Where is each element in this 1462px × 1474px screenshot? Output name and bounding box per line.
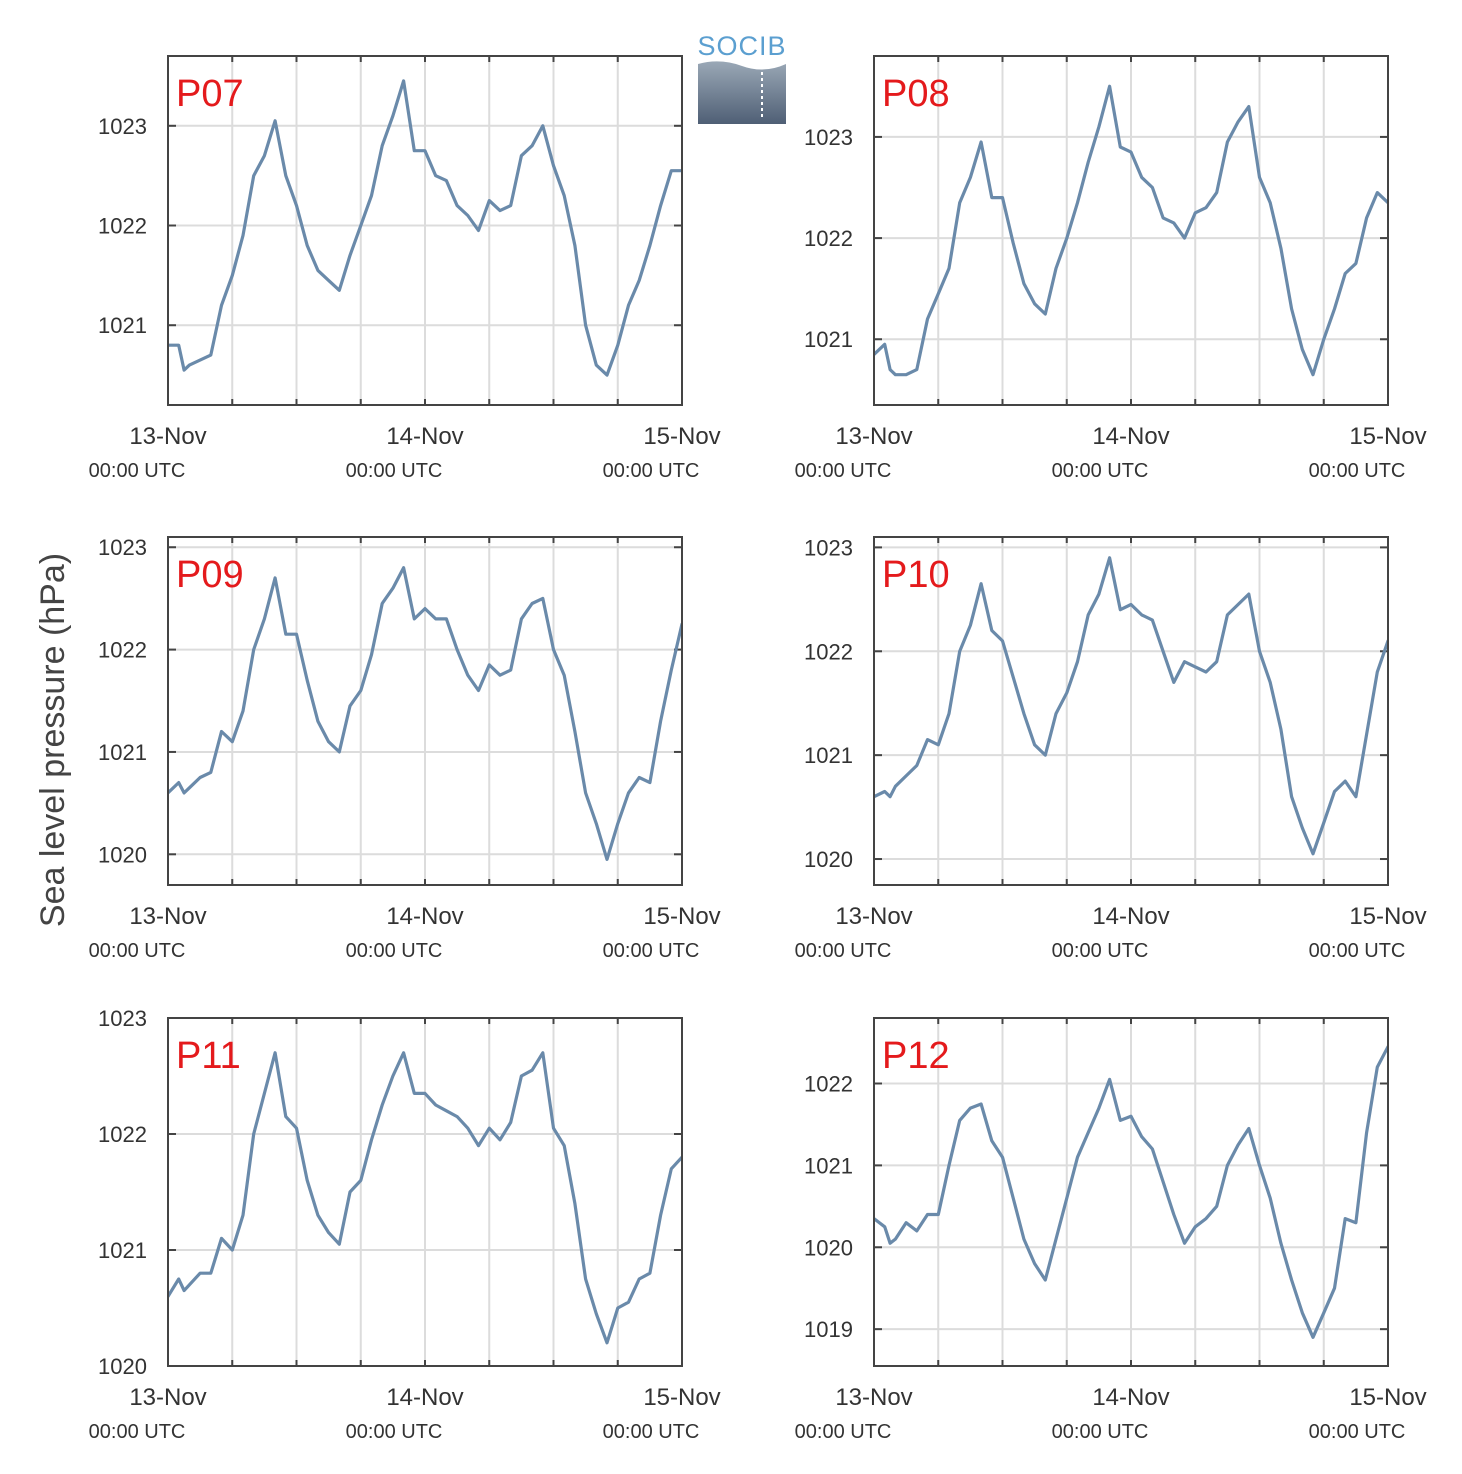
series-line-p09: [168, 566, 682, 862]
y-tick-label: 1020: [98, 1354, 147, 1379]
panel-grid: 1021 1022 1023 P07 13-Nov 00:00 UTC 14-Nov 00:0…: [89, 55, 1427, 1443]
x-tick-label-time: 00:00 UTC: [603, 460, 700, 482]
y-tick-label: 1023: [804, 535, 853, 560]
plot-frame: [873, 1017, 1389, 1367]
station-label: P07: [176, 73, 244, 115]
y-tick-label: 1020: [98, 842, 147, 867]
plot-frame: [873, 55, 1389, 406]
x-tick-label-time: 00:00 UTC: [89, 460, 186, 482]
series-line-p11: [168, 1051, 682, 1345]
x-tick-label-date: 15-Nov: [643, 423, 720, 450]
series-line-p07: [168, 79, 682, 377]
x-tick-label-date: 14-Nov: [386, 1384, 463, 1411]
y-tick-label: 1021: [98, 1238, 147, 1263]
station-label: P09: [176, 554, 244, 596]
x-tick-label-time: 00:00 UTC: [1052, 460, 1149, 482]
station-label: P08: [882, 73, 950, 115]
x-tick-label-date: 13-Nov: [835, 1384, 912, 1411]
plot-frame: [167, 1017, 683, 1367]
x-tick-label-time: 00:00 UTC: [1309, 1421, 1406, 1443]
logo-text: SOCIB: [697, 31, 786, 61]
y-tick-label: 1019: [804, 1317, 853, 1342]
y-tick-label: 1021: [804, 327, 853, 352]
x-tick-label-time: 00:00 UTC: [1309, 940, 1406, 962]
y-tick-label: 1022: [98, 638, 147, 663]
x-tick-label-date: 15-Nov: [643, 903, 720, 930]
y-tick-label: 1022: [804, 1072, 853, 1097]
x-tick-label-date: 13-Nov: [835, 423, 912, 450]
station-label: P12: [882, 1035, 950, 1077]
x-tick-label-date: 14-Nov: [1092, 903, 1169, 930]
x-tick-label-time: 00:00 UTC: [346, 940, 443, 962]
y-tick-label: 1023: [98, 114, 147, 139]
plot-frame: [167, 536, 683, 886]
panel-p11: 1020 1021 1022 1023 P11 13-Nov 00:00 UTC 14-Nov…: [89, 1006, 721, 1443]
station-label: P11: [176, 1035, 241, 1077]
panel-p08: 1021 1022 1023 P08 13-Nov 00:00 UTC 14-Nov 00:0…: [795, 55, 1427, 482]
x-tick-label-date: 15-Nov: [1349, 1384, 1426, 1411]
x-tick-label-time: 00:00 UTC: [603, 1421, 700, 1443]
panel-p12: 1019 1020 1021 1022 P12 13-Nov 00:00 UTC 14-Nov…: [795, 1017, 1427, 1443]
y-tick-label: 1020: [804, 847, 853, 872]
panel-p09: 1020 1021 1022 1023 P09 13-Nov 00:00 UTC 14-Nov…: [89, 535, 721, 962]
x-tick-label-date: 14-Nov: [386, 903, 463, 930]
x-tick-label-date: 15-Nov: [643, 1384, 720, 1411]
x-tick-label-time: 00:00 UTC: [89, 940, 186, 962]
station-label: P10: [882, 554, 950, 596]
x-tick-label-date: 13-Nov: [129, 1384, 206, 1411]
x-tick-label-time: 00:00 UTC: [795, 940, 892, 962]
x-tick-label-date: 14-Nov: [386, 423, 463, 450]
y-tick-label: 1022: [804, 639, 853, 664]
y-tick-label: 1023: [98, 535, 147, 560]
y-tick-label: 1023: [98, 1006, 147, 1031]
y-tick-label: 1021: [804, 1153, 853, 1178]
y-tick-label: 1021: [98, 313, 147, 338]
x-tick-label-date: 13-Nov: [835, 903, 912, 930]
x-tick-label-time: 00:00 UTC: [1309, 460, 1406, 482]
y-tick-label: 1021: [804, 743, 853, 768]
x-tick-label-date: 15-Nov: [1349, 423, 1426, 450]
x-tick-label-date: 14-Nov: [1092, 423, 1169, 450]
y-tick-label: 1023: [804, 125, 853, 150]
x-tick-label-date: 15-Nov: [1349, 903, 1426, 930]
x-tick-label-time: 00:00 UTC: [795, 460, 892, 482]
plot-frame: [167, 55, 683, 406]
y-tick-label: 1021: [98, 740, 147, 765]
plot-frame: [873, 536, 1389, 886]
y-tick-label: 1022: [804, 226, 853, 251]
x-tick-label-time: 00:00 UTC: [346, 1421, 443, 1443]
x-tick-label-time: 00:00 UTC: [1052, 940, 1149, 962]
x-tick-label-date: 14-Nov: [1092, 1384, 1169, 1411]
socib-logo: SOCIB: [697, 31, 786, 124]
x-tick-label-time: 00:00 UTC: [795, 1421, 892, 1443]
y-tick-label: 1020: [804, 1235, 853, 1260]
x-tick-label-date: 13-Nov: [129, 903, 206, 930]
logo-wave-icon: [698, 61, 786, 124]
series-line-p08: [874, 84, 1388, 377]
x-tick-label-time: 00:00 UTC: [346, 460, 443, 482]
panel-p07: 1021 1022 1023 P07 13-Nov 00:00 UTC 14-Nov 00:0…: [89, 55, 721, 482]
x-tick-label-time: 00:00 UTC: [1052, 1421, 1149, 1443]
x-tick-label-time: 00:00 UTC: [603, 940, 700, 962]
x-tick-label-date: 13-Nov: [129, 423, 206, 450]
y-tick-label: 1022: [98, 214, 147, 239]
panel-p10: 1020 1021 1022 1023 P10 13-Nov 00:00 UTC 14-Nov…: [795, 535, 1427, 962]
series-line-p10: [874, 556, 1388, 856]
y-tick-label: 1022: [98, 1122, 147, 1147]
series-line-p12: [874, 1045, 1388, 1339]
x-tick-label-time: 00:00 UTC: [89, 1421, 186, 1443]
y-axis-label: Sea level pressure (hPa): [34, 553, 72, 927]
